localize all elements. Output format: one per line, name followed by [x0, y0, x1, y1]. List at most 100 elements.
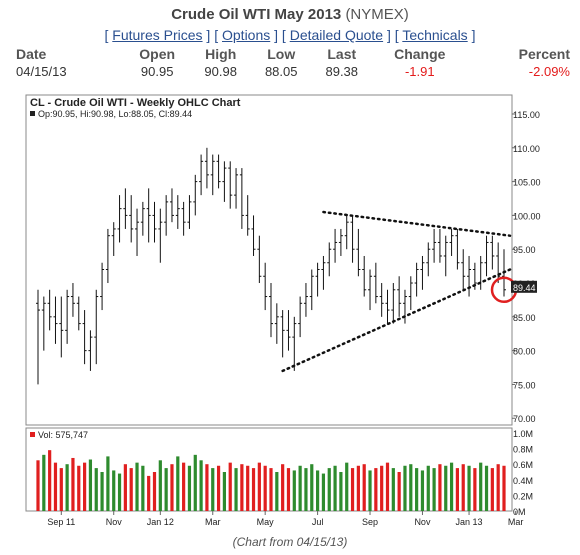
value-high: 90.98 [204, 63, 237, 79]
upper-trendline [322, 210, 512, 237]
volume-bar [42, 454, 46, 511]
volume-tick-label: 1.0M [513, 429, 533, 439]
volume-bar [479, 462, 483, 511]
x-tick-label: Jan 12 [147, 517, 174, 527]
volume-bar [415, 468, 419, 511]
price-tick-label: 105.00 [513, 178, 541, 188]
volume-bar [234, 468, 238, 511]
volume-bar [117, 473, 122, 511]
volume-bar [467, 465, 471, 511]
volume-bar [449, 462, 454, 511]
volume-bar [350, 468, 355, 511]
chart-credit: (Chart from 04/15/13) [232, 535, 348, 549]
value-last: 89.38 [325, 63, 359, 79]
volume-bar [263, 465, 267, 511]
futures-prices-link[interactable]: Futures Prices [112, 27, 203, 43]
volume-bar [275, 472, 279, 511]
volume-bar [321, 473, 326, 511]
x-tick-label: Mar [205, 517, 221, 527]
value-percent: -2.09% [528, 63, 570, 79]
x-tick-label: Sep [362, 517, 378, 527]
price-panel [25, 94, 513, 426]
volume-bar [48, 450, 52, 511]
volume-bar [304, 468, 308, 511]
volume-bar [152, 472, 157, 511]
volume-bar [251, 468, 256, 511]
volume-bar [502, 465, 506, 511]
header-date: Date [16, 46, 47, 62]
volume-bar [129, 468, 133, 511]
volume-bar [77, 465, 81, 511]
volume-bar [193, 454, 197, 511]
volume-bar [345, 462, 349, 511]
volume-bar [368, 470, 372, 511]
volume-bar [106, 456, 110, 511]
volume-bar [374, 468, 378, 511]
volume-bar [455, 468, 459, 511]
volume-tick-label: 0M [513, 507, 526, 517]
value-low: 88.05 [264, 63, 298, 79]
volume-bar [53, 462, 58, 511]
header-open: Open [139, 46, 176, 62]
volume-bar [281, 464, 285, 511]
volume-bar [356, 465, 360, 511]
volume-bar [327, 468, 331, 511]
volume-bar [496, 464, 500, 511]
volume-bar [205, 464, 209, 511]
volume-bar [83, 462, 87, 511]
volume-tick-label: 0.2M [513, 491, 533, 501]
volume-bar [473, 468, 477, 511]
price-tick-label: 110.00 [513, 144, 540, 154]
options-link[interactable]: Options [222, 27, 271, 43]
volume-tick-label: 0.8M [513, 445, 533, 455]
volume-bar [298, 465, 302, 511]
volume-bar [170, 464, 174, 511]
volume-bar [123, 464, 127, 511]
quote-table: Date Open High Low Last Change Percent 0… [0, 45, 578, 79]
volume-bar [310, 464, 314, 511]
volume-bar [216, 465, 221, 511]
x-tick-label: Nov [106, 517, 123, 527]
price-legend: Op:90.95, Hi:90.98, Lo:88.05, Cl:89.44 [38, 109, 192, 119]
header-low: Low [267, 46, 296, 62]
volume-bar [65, 464, 69, 511]
volume-bar [187, 465, 192, 511]
price-tick-label: 80.00 [513, 347, 536, 357]
volume-bar [444, 465, 448, 511]
volume-tick-label: 0.4M [513, 476, 533, 486]
volume-bar [246, 465, 250, 511]
volume-bar [484, 465, 489, 511]
quote-value-row: 04/15/13 90.95 90.98 88.05 89.38 -1.91 -… [0, 63, 578, 79]
volume-bar [71, 457, 75, 511]
volume-legend: Vol: 575,747 [38, 430, 88, 440]
volume-bar [490, 468, 494, 511]
volume-bar [380, 465, 384, 511]
volume-bar [88, 459, 93, 511]
volume-bar [199, 460, 203, 511]
volume-bar [432, 468, 436, 511]
value-date: 04/15/13 [16, 63, 67, 79]
volume-bar [147, 475, 151, 511]
price-tick-label: 95.00 [513, 245, 536, 255]
value-change: -1.91 [404, 63, 435, 79]
chart-title: CL - Crude Oil WTI - Weekly OHLC Chart [30, 97, 241, 109]
last-price-label: 89.44 [513, 283, 536, 293]
x-tick-label: Jul [312, 517, 324, 527]
volume-bar [333, 465, 337, 511]
price-tick-label: 115.00 [513, 110, 540, 120]
quote-header-row: Date Open High Low Last Change Percent [0, 45, 578, 63]
header-high: High [205, 46, 237, 62]
volume-bar [397, 472, 401, 511]
header-change: Change [394, 46, 446, 62]
technicals-link[interactable]: Technicals [402, 27, 468, 43]
x-tick-label: Nov [414, 517, 431, 527]
volume-bar [438, 464, 442, 511]
x-tick-label: Sep 11 [47, 517, 75, 527]
volume-bar [420, 470, 425, 511]
volume-bar [257, 462, 261, 511]
last-price-badge [511, 280, 537, 293]
price-tick-label: 70.00 [513, 414, 536, 424]
detailed-quote-link[interactable]: Detailed Quote [289, 27, 384, 43]
price-tick-label: 85.00 [513, 313, 536, 323]
volume-bar [339, 472, 343, 511]
